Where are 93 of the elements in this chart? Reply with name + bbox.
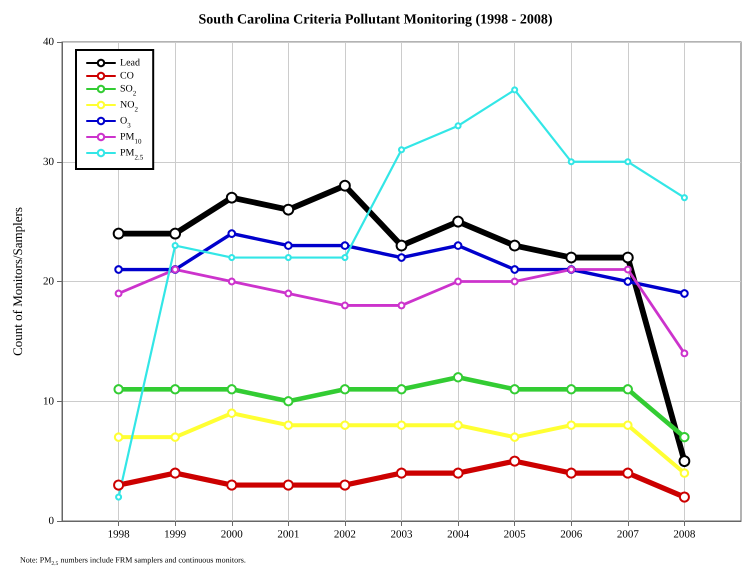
point	[339, 180, 351, 192]
point	[228, 278, 236, 286]
point	[622, 468, 634, 479]
point	[454, 278, 462, 286]
point	[566, 420, 576, 430]
x-tick-label: 2006	[560, 528, 583, 540]
point	[227, 229, 236, 238]
point	[565, 252, 578, 264]
point	[568, 158, 575, 166]
point	[396, 420, 406, 430]
point	[114, 265, 123, 274]
x-tick-label: 2001	[277, 528, 300, 540]
point	[623, 420, 633, 430]
y-tick-label: 0	[48, 515, 54, 527]
point	[226, 384, 237, 394]
point	[340, 420, 350, 430]
point	[113, 480, 124, 491]
x-tick-label: 2004	[447, 528, 470, 540]
point	[340, 241, 350, 250]
point	[624, 266, 632, 274]
point	[678, 455, 690, 468]
point	[284, 241, 293, 250]
point	[398, 302, 406, 310]
point	[226, 192, 238, 204]
point	[680, 194, 688, 202]
point	[510, 384, 520, 394]
y-tick-label: 30	[43, 156, 54, 168]
legend-label: CO	[120, 70, 134, 82]
point	[169, 228, 182, 240]
x-tick-label: 2007	[616, 528, 640, 540]
point	[454, 122, 462, 130]
point	[622, 384, 633, 394]
point	[341, 302, 349, 310]
chart-title: South Carolina Criteria Pollutant Monitoring (1998 - 2008)	[198, 12, 553, 28]
x-tick-label: 1999	[164, 528, 187, 540]
point	[511, 86, 518, 94]
point	[508, 240, 521, 252]
point	[453, 420, 463, 430]
point	[227, 408, 236, 418]
legend-label: Lead	[120, 58, 140, 68]
point	[113, 384, 124, 394]
point	[284, 290, 292, 298]
point	[452, 468, 464, 479]
point	[114, 432, 124, 442]
y-axis-title: Count of Monitors/Samplers	[10, 207, 25, 356]
point	[396, 384, 407, 394]
point	[282, 204, 294, 216]
point	[341, 254, 348, 262]
x-tick-label: 2008	[673, 528, 696, 540]
point	[510, 432, 520, 442]
point	[398, 146, 405, 154]
point	[339, 480, 350, 491]
y-tick-label: 10	[43, 395, 54, 408]
point	[226, 480, 238, 491]
point	[112, 228, 124, 240]
point	[679, 432, 690, 442]
point	[170, 384, 180, 394]
point	[509, 456, 520, 467]
y-tick-label: 40	[43, 36, 54, 48]
point	[452, 216, 464, 228]
point	[170, 468, 181, 479]
point	[624, 158, 632, 166]
point	[566, 384, 576, 394]
point	[510, 278, 519, 286]
point	[622, 252, 634, 264]
point	[282, 480, 294, 491]
point	[115, 494, 122, 501]
x-tick-label: 2005	[504, 528, 526, 540]
point	[680, 289, 689, 298]
point	[284, 254, 292, 262]
x-tick-label: 2003	[390, 528, 413, 540]
point	[566, 468, 577, 479]
point	[624, 277, 632, 286]
point	[680, 468, 690, 478]
point	[170, 432, 180, 442]
x-tick-label: 2000	[220, 528, 244, 540]
point	[228, 254, 236, 262]
x-tick-label: 2002	[334, 528, 356, 540]
point	[114, 290, 122, 298]
point	[678, 492, 690, 503]
point	[397, 253, 406, 262]
point	[396, 240, 408, 252]
point	[454, 241, 462, 250]
point	[510, 265, 519, 274]
point	[340, 384, 350, 394]
point	[680, 349, 688, 358]
point	[396, 468, 407, 479]
point	[452, 372, 464, 382]
point	[283, 396, 294, 406]
point	[284, 420, 294, 430]
point	[172, 242, 179, 250]
x-tick-label: 1998	[108, 528, 130, 540]
y-tick-label: 20	[43, 276, 54, 288]
